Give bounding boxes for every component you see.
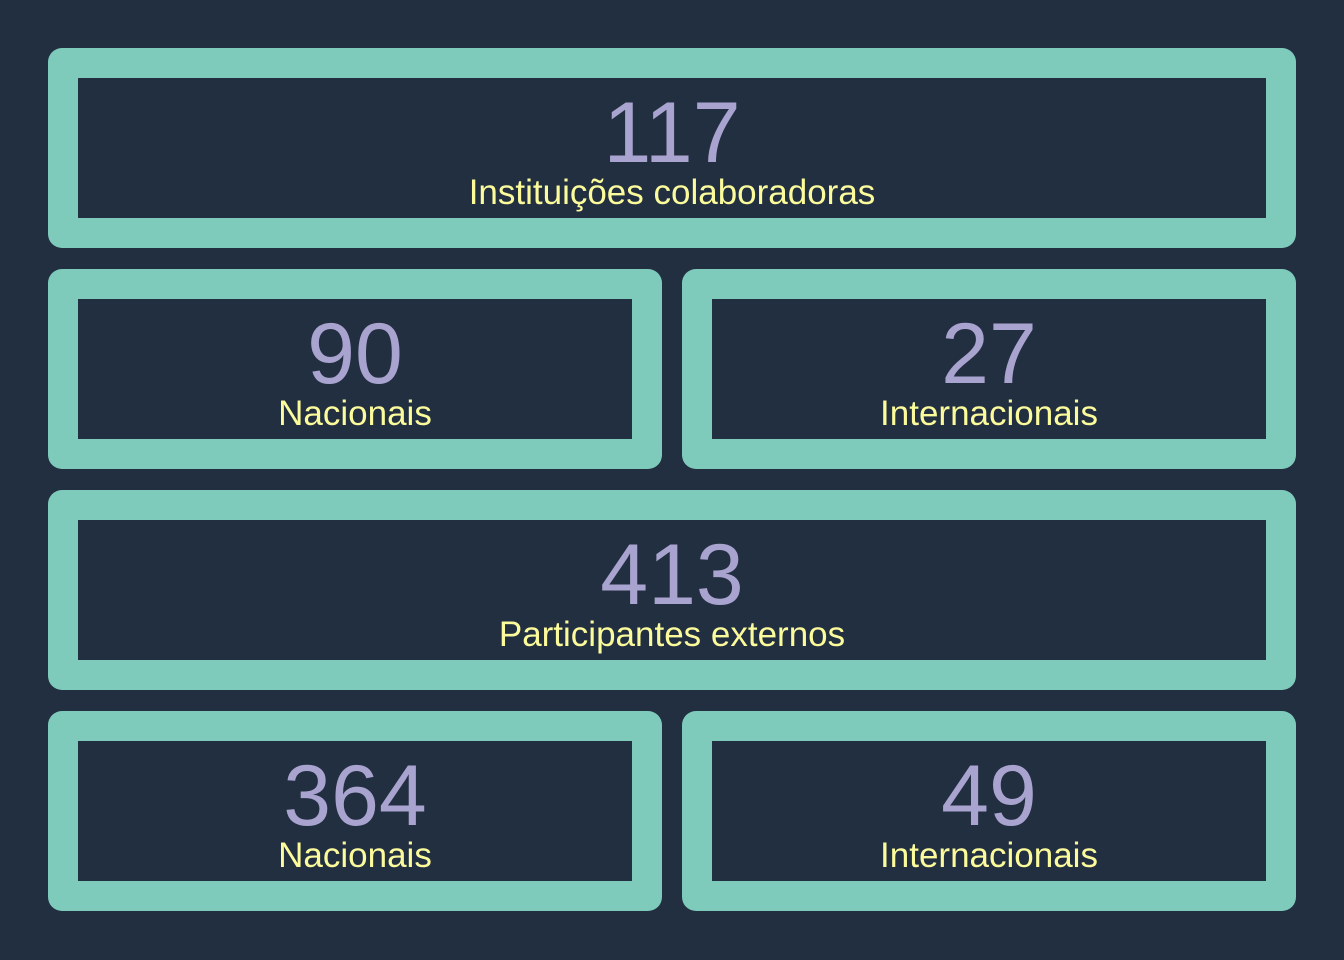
participants-international-value: 49	[941, 748, 1037, 844]
institutions-international-card-body: 27 Internacionais	[712, 299, 1266, 439]
institutions-national-label: Nacionais	[278, 394, 432, 433]
institutions-international-value: 27	[941, 306, 1037, 402]
participants-national-card: 364 Nacionais	[48, 711, 662, 911]
institutions-international-label: Internacionais	[880, 394, 1098, 433]
participants-total-label: Participantes externos	[498, 615, 846, 654]
participants-national-value: 364	[283, 748, 427, 844]
participants-national-card-body: 364 Nacionais	[78, 741, 632, 881]
institutions-national-card: 90 Nacionais	[48, 269, 662, 469]
participants-total-value: 413	[600, 527, 744, 623]
institutions-national-card-body: 90 Nacionais	[78, 299, 632, 439]
participants-total-card-body: 413 Participantes externos	[78, 520, 1266, 660]
participants-total-card: 413 Participantes externos	[48, 490, 1296, 690]
institutions-total-card: 117 Instituições colaboradoras	[48, 48, 1296, 248]
institutions-total-label: Instituições colaboradoras	[468, 173, 876, 212]
participants-international-label: Internacionais	[880, 836, 1098, 875]
participants-national-label: Nacionais	[278, 836, 432, 875]
institutions-total-value: 117	[603, 85, 741, 181]
participants-international-card: 49 Internacionais	[682, 711, 1296, 911]
institutions-total-card-body: 117 Instituições colaboradoras	[78, 78, 1266, 218]
institutions-international-card: 27 Internacionais	[682, 269, 1296, 469]
institutions-national-value: 90	[307, 306, 403, 402]
participants-international-card-body: 49 Internacionais	[712, 741, 1266, 881]
